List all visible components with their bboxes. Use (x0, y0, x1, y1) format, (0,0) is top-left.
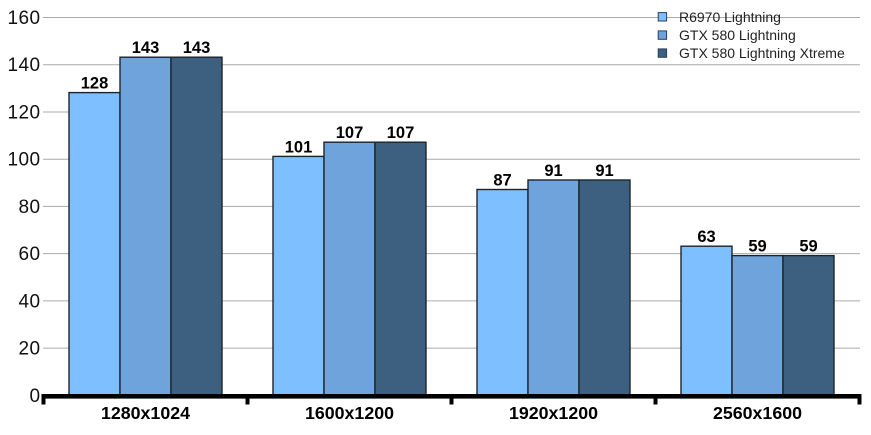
svg-text:60: 60 (18, 244, 40, 265)
svg-text:GTX 580 Lightning Xtreme: GTX 580 Lightning Xtreme (679, 45, 845, 61)
svg-text:63: 63 (697, 228, 715, 246)
svg-text:143: 143 (183, 39, 211, 57)
svg-text:1280x1024: 1280x1024 (101, 403, 190, 423)
svg-text:1920x1200: 1920x1200 (509, 403, 598, 423)
svg-text:107: 107 (387, 124, 415, 142)
svg-text:143: 143 (132, 39, 160, 57)
svg-text:59: 59 (748, 238, 766, 256)
svg-text:140: 140 (7, 55, 40, 76)
svg-text:91: 91 (544, 162, 562, 180)
svg-text:1600x1200: 1600x1200 (305, 403, 394, 423)
svg-text:2560x1600: 2560x1600 (713, 403, 802, 423)
svg-text:40: 40 (18, 291, 40, 312)
svg-text:100: 100 (7, 150, 40, 171)
svg-text:101: 101 (285, 138, 313, 156)
svg-text:GTX 580 Lightning: GTX 580 Lightning (679, 27, 796, 43)
svg-text:160: 160 (7, 8, 40, 29)
svg-text:20: 20 (18, 339, 40, 360)
svg-text:91: 91 (595, 162, 613, 180)
svg-text:80: 80 (18, 197, 40, 218)
svg-text:59: 59 (799, 238, 817, 256)
svg-text:R6970 Lightning: R6970 Lightning (679, 9, 781, 25)
svg-text:120: 120 (7, 103, 40, 124)
svg-text:0: 0 (29, 386, 40, 407)
svg-text:107: 107 (336, 124, 364, 142)
svg-text:87: 87 (493, 172, 511, 190)
svg-text:128: 128 (81, 75, 109, 93)
